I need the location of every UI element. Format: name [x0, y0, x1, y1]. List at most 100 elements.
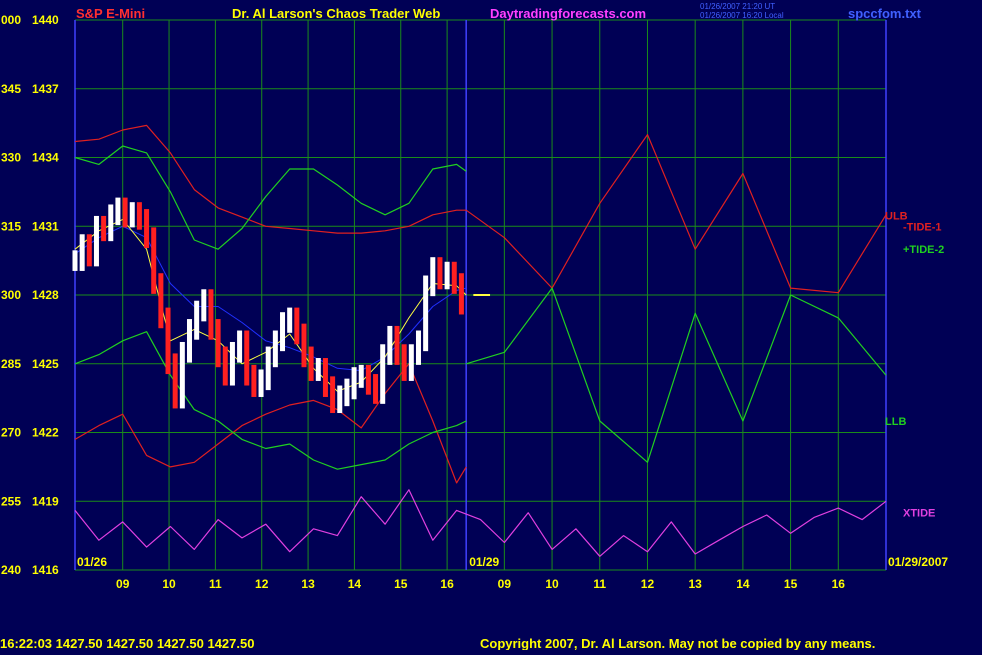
x-tick-label: 10 [545, 577, 559, 591]
x-tick-label: 13 [301, 577, 315, 591]
price-bar [358, 364, 364, 388]
price-bar [151, 227, 157, 294]
y-label-price: 1425 [32, 357, 59, 371]
series-line-ulb [74, 124, 467, 234]
price-bar [258, 369, 264, 397]
y-label-osc: 270 [1, 426, 21, 440]
x-tick-label: 10 [162, 577, 176, 591]
price-bar [179, 341, 185, 409]
price-bar [322, 358, 328, 397]
x-tick-label: 15 [784, 577, 798, 591]
price-bars [72, 197, 491, 414]
series-label-ulb: ULB [885, 210, 908, 222]
price-bar [458, 273, 464, 315]
price-bar [423, 275, 429, 352]
price-bar [208, 289, 214, 340]
timestamp-local: 01/26/2007 16:20 Local [700, 11, 784, 20]
y-label-osc: 285 [1, 357, 21, 371]
price-bar [122, 197, 128, 228]
x-tick-label: 16 [832, 577, 846, 591]
y-label-price: 1428 [32, 288, 59, 302]
price-bar [280, 312, 286, 352]
series-line--tide-1 [465, 134, 887, 294]
series-labels: ULB-TIDE-1 +TIDE-2 LLB XTIDE [885, 210, 944, 519]
price-bar [394, 325, 400, 365]
series-label--tide-2: +TIDE-2 [903, 244, 944, 256]
price-bar [444, 261, 450, 290]
price-bar [430, 257, 436, 297]
timestamp-ut: 01/26/2007 21:20 UT [700, 2, 775, 11]
y-label-osc: 345 [1, 82, 21, 96]
y-label-price: 1440 [32, 13, 59, 27]
x-tick-label: 14 [348, 577, 362, 591]
y-label-price: 1422 [32, 426, 59, 440]
price-bar [136, 202, 142, 230]
price-bar [194, 300, 200, 340]
x-tick-label: 16 [440, 577, 454, 591]
y-label-osc: 240 [1, 563, 21, 577]
x-tick-label: 12 [641, 577, 655, 591]
series-line-xtide [74, 489, 887, 557]
price-bar [251, 364, 257, 397]
site-url: Daytradingforecasts.com [490, 6, 646, 21]
y-label-osc: 000 [1, 13, 21, 27]
grid-layer [74, 19, 887, 571]
series-label-xtide: XTIDE [903, 508, 935, 520]
x-tick-label: 09 [116, 577, 130, 591]
y-label-osc: 255 [1, 494, 21, 508]
price-bar [201, 289, 207, 322]
price-bar [380, 344, 386, 404]
x-tick-label: 09 [498, 577, 512, 591]
series-label-llb: LLB [885, 416, 906, 428]
date-label-session: 01/29 [469, 555, 499, 569]
price-bar [351, 367, 357, 400]
price-bar [72, 250, 78, 271]
price-bar [272, 330, 278, 368]
price-bar [301, 323, 307, 368]
x-tick-label: 11 [209, 577, 222, 591]
y-label-osc: 315 [1, 219, 21, 233]
y-label-price: 1416 [32, 563, 59, 577]
price-bar [294, 307, 300, 345]
y-axis-labels: 000 1440 345 1437 330 1434 315 1431 300 1428 285 14… [1, 13, 59, 577]
price-bar [373, 374, 379, 404]
x-tick-label: 12 [255, 577, 269, 591]
price-bar [101, 215, 107, 242]
y-label-price: 1419 [32, 494, 59, 508]
price-bar [401, 344, 407, 381]
price-bar [186, 319, 192, 363]
copyright-notice: Copyright 2007, Dr. Al Larson. May not b… [480, 636, 875, 650]
y-label-price: 1437 [32, 82, 59, 96]
instrument-title: S&P E-Mini [76, 6, 145, 21]
y-label-price: 1434 [32, 151, 59, 165]
price-bar [437, 257, 443, 290]
price-bar [237, 330, 243, 363]
data-filename: spccfom.txt [848, 6, 922, 21]
x-tick-label: 15 [394, 577, 408, 591]
series-line-green-mid [74, 145, 467, 250]
price-bar [229, 341, 235, 386]
x-axis-labels: 09 10 11 12 13 14 15 16 09 10 11 12 13 14 15 16 [116, 577, 845, 591]
y-label-price: 1431 [32, 219, 59, 233]
price-bar [387, 325, 393, 365]
price-bar [172, 353, 178, 409]
date-label-end: 01/29/2007 [888, 555, 948, 569]
price-bar [408, 344, 414, 381]
price-bar [215, 319, 221, 368]
date-labels: 01/26 01/29 01/29/2007 [77, 555, 948, 569]
price-bar [79, 234, 85, 271]
x-tick-label: 13 [688, 577, 702, 591]
price-bar [451, 261, 457, 294]
price-bar [337, 385, 343, 414]
price-bar [415, 330, 421, 365]
series-label--tide-1: -TIDE-1 [903, 221, 942, 233]
x-tick-label: 11 [593, 577, 606, 591]
quote-line: 16:22:03 1427.50 1427.50 1427.50 1427.50 [0, 636, 254, 650]
price-bar [308, 346, 314, 381]
price-bar [144, 209, 150, 249]
price-bar [86, 234, 92, 267]
site-title: Dr. Al Larson's Chaos Trader Web [232, 6, 440, 21]
